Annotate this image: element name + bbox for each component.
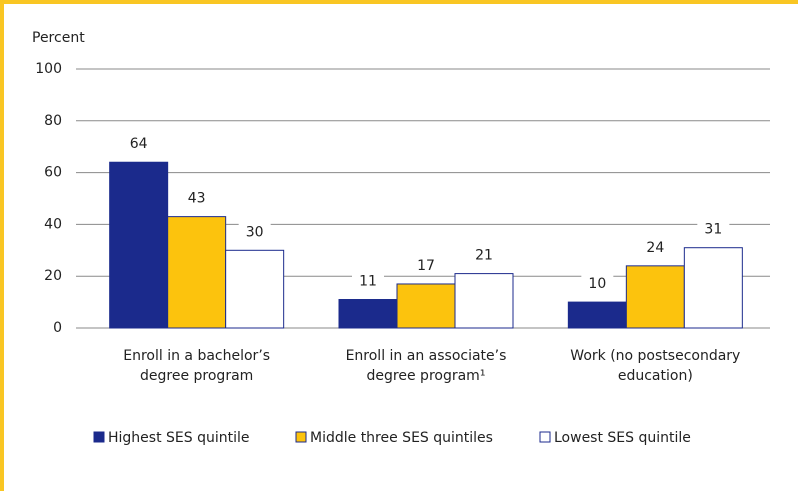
value-label: 31 (704, 222, 722, 238)
value-label-bg (238, 222, 271, 241)
value-label-bg (122, 134, 155, 153)
bar (567, 301, 627, 329)
value-label: 43 (188, 191, 206, 207)
legend-label: Lowest SES quintile (554, 430, 691, 446)
x-tick-label: Enroll in an associate’s (346, 348, 507, 364)
y-tick-label: 100 (35, 61, 62, 77)
bar (109, 161, 169, 329)
legend-swatch (539, 431, 551, 443)
value-label-bg (468, 245, 500, 264)
value-label-bg (180, 188, 213, 207)
value-label-bg (697, 219, 730, 238)
y-tick-label: 40 (44, 216, 62, 232)
x-tick-label: degree program (140, 368, 253, 384)
top-border (0, 0, 798, 4)
bar (396, 283, 456, 329)
left-border (0, 0, 4, 491)
bar (167, 216, 227, 329)
y-tick-label: 0 (53, 320, 62, 336)
value-label-bg (352, 271, 384, 290)
legend-swatch (93, 431, 105, 443)
value-label: 21 (475, 248, 493, 264)
bar (683, 247, 743, 329)
bar (338, 299, 398, 329)
value-label-bg (410, 255, 442, 274)
y-tick-label: 20 (44, 268, 62, 284)
bar (454, 273, 514, 329)
value-label: 11 (359, 274, 377, 290)
x-tick-label: degree program¹ (367, 368, 486, 384)
bar (625, 265, 685, 329)
value-label-bg (581, 274, 614, 293)
bar (225, 249, 285, 329)
value-label: 10 (588, 276, 606, 292)
legend-label: Middle three SES quintiles (310, 430, 493, 446)
value-label: 24 (646, 240, 664, 256)
value-label: 64 (130, 136, 148, 152)
legend-swatch (295, 431, 307, 443)
x-tick-label: education) (618, 368, 693, 384)
x-tick-label: Enroll in a bachelor’s (123, 348, 270, 364)
value-label-bg (639, 237, 672, 256)
y-axis-title: Percent (32, 30, 85, 46)
value-label: 17 (417, 258, 435, 274)
y-tick-label: 60 (44, 165, 62, 181)
y-tick-label: 80 (44, 113, 62, 129)
legend-label: Highest SES quintile (108, 430, 250, 446)
value-label: 30 (246, 224, 264, 240)
x-tick-label: Work (no postsecondary (570, 348, 740, 364)
